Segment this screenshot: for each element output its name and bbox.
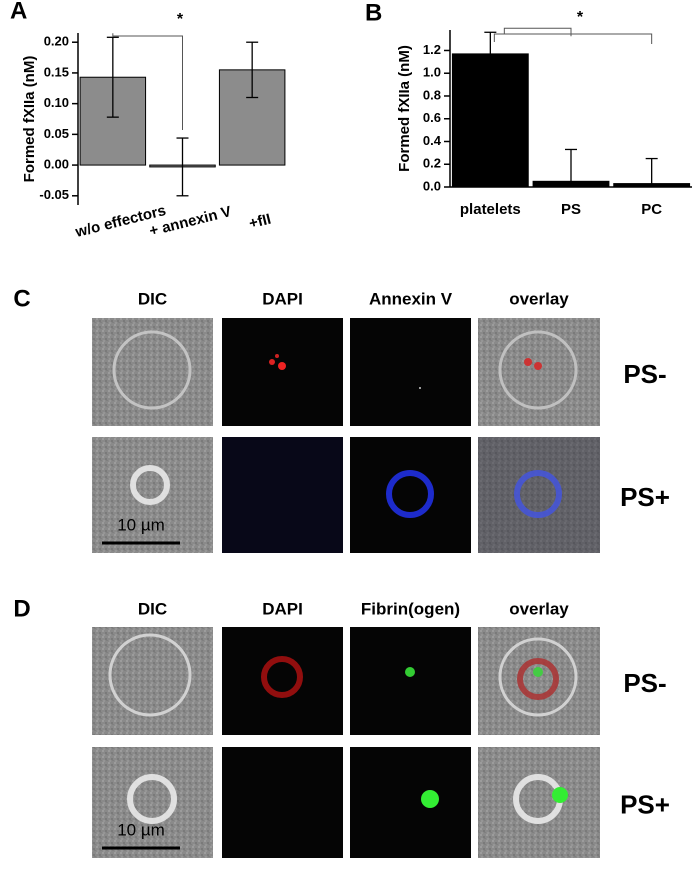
micrograph [92, 747, 213, 858]
y-tick-label: 0.2 [423, 156, 441, 171]
column-header: Fibrin(ogen) [361, 599, 460, 618]
x-tick-label: +fII [247, 211, 273, 233]
significance-bracket [112, 33, 183, 131]
y-tick-label: 0.6 [423, 110, 441, 125]
micrograph [478, 437, 600, 553]
fluorescence-spot [552, 787, 568, 803]
column-header: Annexin V [369, 289, 453, 308]
scale-bar-label: 10 µm [117, 515, 165, 534]
panel-label: D [13, 595, 30, 622]
fluorescence-spot [405, 667, 415, 677]
micrograph [350, 627, 471, 735]
micrograph [92, 627, 213, 735]
y-tick-label: 1.0 [423, 65, 441, 80]
x-tick-label: platelets [460, 201, 521, 218]
micrograph [222, 318, 343, 426]
row-label: PS+ [620, 789, 670, 819]
column-header: DAPI [262, 289, 303, 308]
x-tick-label: PS [561, 201, 581, 218]
fluorescence-spot [524, 358, 532, 366]
y-tick-label: 0.8 [423, 87, 441, 102]
significance-bracket [503, 27, 572, 37]
y-tick-label: 0.10 [44, 95, 69, 110]
bar [613, 183, 691, 188]
fluorescence-spot [275, 354, 279, 358]
fluorescence-spot [533, 667, 543, 677]
micrograph [92, 437, 213, 553]
cell-outline [108, 633, 192, 717]
cell-outline [517, 658, 559, 700]
fluorescence-spot [419, 387, 421, 389]
micrograph [478, 318, 600, 426]
fluorescence-spot [269, 359, 275, 365]
y-tick-label: -0.05 [39, 187, 69, 202]
row-label: PS+ [620, 482, 670, 512]
micrograph [222, 627, 343, 735]
cell-outline [261, 656, 303, 698]
panel-label: A [10, 0, 27, 24]
micrograph [478, 627, 600, 735]
fluorescence-spot [421, 790, 439, 808]
y-tick-label: 0.0 [423, 178, 441, 193]
y-tick-label: 0.4 [423, 133, 442, 148]
row-label: PS- [623, 668, 666, 698]
column-header: overlay [509, 289, 569, 308]
cell-outline [127, 774, 177, 824]
x-tick-label: PC [641, 201, 662, 218]
micrograph [350, 318, 471, 426]
scale-bar-label: 10 µm [117, 820, 165, 839]
cell-outline [498, 637, 578, 717]
cell-outline [386, 470, 434, 518]
y-tick-label: 0.00 [44, 157, 69, 172]
y-tick-label: 0.20 [44, 34, 69, 49]
column-header: DIC [138, 289, 167, 308]
column-header: overlay [509, 599, 569, 618]
micrograph [350, 747, 471, 858]
panel-label: B [365, 0, 382, 26]
bar [451, 53, 529, 188]
micrograph [478, 747, 600, 858]
significance-star: * [177, 11, 184, 28]
y-tick-label: 0.05 [44, 126, 69, 141]
significance-bracket [493, 33, 653, 44]
bar [532, 180, 610, 188]
cell-outline [514, 470, 562, 518]
row-label: PS- [623, 359, 666, 389]
significance-star: * [577, 9, 584, 26]
panel-label: C [13, 285, 30, 312]
cell-outline [498, 330, 578, 410]
cell-outline [130, 465, 170, 505]
micrograph [350, 437, 471, 553]
cell-outline [112, 330, 192, 410]
column-header: DIC [138, 599, 167, 618]
micrograph [222, 437, 343, 553]
fluorescence-spot [534, 362, 542, 370]
micrograph [92, 318, 213, 426]
micrograph-tint [478, 437, 600, 553]
y-tick-label: 0.15 [44, 64, 69, 79]
fluorescence-spot [278, 362, 286, 370]
y-axis-label: Formed fXIIa (nM) [21, 56, 38, 183]
micrograph [222, 747, 343, 858]
y-axis-label: Formed fXIIa (nM) [396, 45, 413, 172]
y-tick-label: 1.2 [423, 42, 441, 57]
column-header: DAPI [262, 599, 303, 618]
